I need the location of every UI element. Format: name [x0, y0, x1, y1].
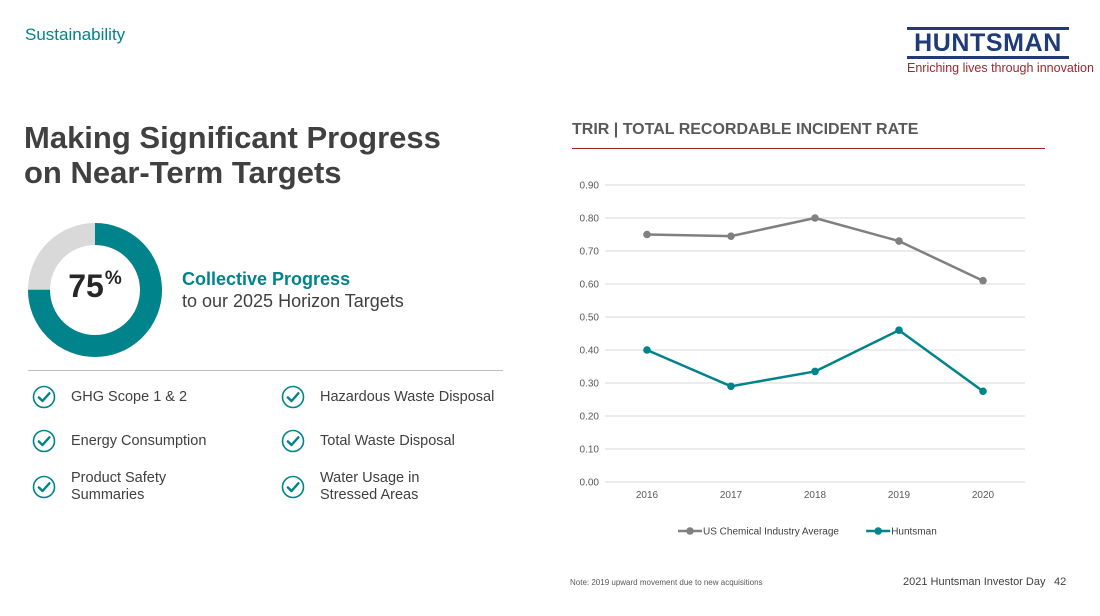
- page-title-line-1: Making Significant Progress: [24, 120, 441, 155]
- logo-bottom-bar: [907, 56, 1069, 59]
- y-tick-label: 0.20: [580, 412, 600, 423]
- y-tick-label: 0.70: [580, 247, 600, 258]
- page-title: Making Significant Progress on Near-Term…: [24, 120, 441, 190]
- logo-top-bar: [907, 27, 1069, 30]
- footer-event: 2021 Huntsman Investor Day: [903, 576, 1046, 588]
- y-tick-label: 0.00: [580, 478, 600, 489]
- target-label: Energy Consumption: [71, 432, 207, 449]
- x-tick-label: 2020: [972, 490, 995, 501]
- series-line-0: [646, 216, 984, 282]
- check-circle-icon: [32, 429, 56, 453]
- target-label: Hazardous Waste Disposal: [320, 388, 495, 405]
- check-circle-icon: [281, 475, 305, 499]
- x-tick-label: 2017: [720, 490, 743, 501]
- logo-tagline: Enriching lives through innovation: [907, 61, 1094, 75]
- huntsman-logo: HUNTSMAN: [907, 27, 1069, 59]
- target-item: GHG Scope 1 & 2: [32, 385, 187, 409]
- chart-title: TRIR | TOTAL RECORDABLE INCIDENT RATE: [572, 121, 919, 138]
- target-label: Water Usage in Stressed Areas: [320, 470, 420, 503]
- data-point: [643, 230, 651, 239]
- y-tick-label: 0.10: [580, 445, 600, 456]
- x-tick-label: 2019: [888, 490, 911, 501]
- x-axis-ticks: 2016 2017 2018 2019 2020: [636, 490, 995, 501]
- x-tick-label: 2016: [636, 490, 659, 501]
- target-item: Energy Consumption: [32, 429, 206, 453]
- target-item: Product Safety Summaries: [32, 470, 191, 504]
- y-axis-ticks: 0.00 0.10 0.20 0.30 0.40 0.50 0.60 0.70 0.80 0.90: [580, 181, 600, 489]
- progress-heading: Collective Progress: [182, 269, 351, 289]
- donut-fill: [28, 223, 162, 357]
- data-point: [979, 387, 987, 396]
- target-item: Water Usage in Stressed Areas: [281, 470, 440, 504]
- progress-percent: 75%: [28, 268, 162, 305]
- y-tick-label: 0.90: [580, 181, 600, 192]
- target-item: Hazardous Waste Disposal: [281, 385, 494, 409]
- data-point: [979, 276, 987, 285]
- data-point: [895, 237, 903, 245]
- progress-donut: [28, 223, 162, 357]
- data-point: [727, 382, 735, 391]
- data-point: [643, 346, 651, 354]
- chart-gridlines: [605, 184, 1025, 483]
- target-label: Total Waste Disposal: [320, 432, 455, 449]
- target-label: GHG Scope 1 & 2: [71, 388, 188, 405]
- check-circle-icon: [281, 385, 305, 409]
- progress-percent-symbol: %: [104, 268, 122, 289]
- check-circle-icon: [32, 475, 56, 499]
- data-point: [895, 326, 903, 334]
- chart-legend: US Chemical Industry Average Huntsman: [678, 527, 937, 538]
- progress-subheading: to our 2025 Horizon Targets: [182, 291, 404, 311]
- page-title-line-2: on Near-Term Targets: [24, 155, 342, 190]
- x-tick-label: 2018: [804, 490, 827, 501]
- chart-series: [643, 214, 987, 396]
- y-tick-label: 0.50: [580, 313, 600, 324]
- data-point: [811, 214, 819, 222]
- progress-percent-number: 75: [68, 268, 104, 304]
- data-point: [727, 232, 735, 240]
- legend-swatch-marker: [686, 527, 694, 535]
- data-point: [811, 367, 819, 376]
- y-tick-label: 0.60: [580, 280, 600, 291]
- target-item: Total Waste Disposal: [281, 429, 455, 453]
- footnote: Note: 2019 upward movement due to new ac…: [570, 578, 763, 587]
- legend-label: US Chemical Industry Average: [703, 527, 839, 538]
- y-tick-label: 0.30: [580, 379, 600, 390]
- y-tick-label: 0.40: [580, 346, 600, 357]
- chart-title-rule: [572, 148, 1045, 149]
- legend-label: Huntsman: [891, 527, 937, 538]
- page-number: 42: [1054, 576, 1067, 588]
- series-line-1: [646, 328, 984, 393]
- trir-line-chart: 0.00 0.10 0.20 0.30 0.40 0.50 0.60 0.70 0.80 0.90…: [580, 181, 1025, 538]
- target-label: Product Safety Summaries: [71, 470, 167, 503]
- section-label: Sustainability: [25, 25, 126, 44]
- check-circle-icon: [32, 385, 56, 409]
- y-tick-label: 0.80: [580, 214, 600, 225]
- check-circle-icon: [281, 429, 305, 453]
- legend-swatch-marker: [874, 527, 882, 535]
- logo-wordmark: HUNTSMAN: [914, 29, 1062, 57]
- section-divider: [28, 370, 503, 371]
